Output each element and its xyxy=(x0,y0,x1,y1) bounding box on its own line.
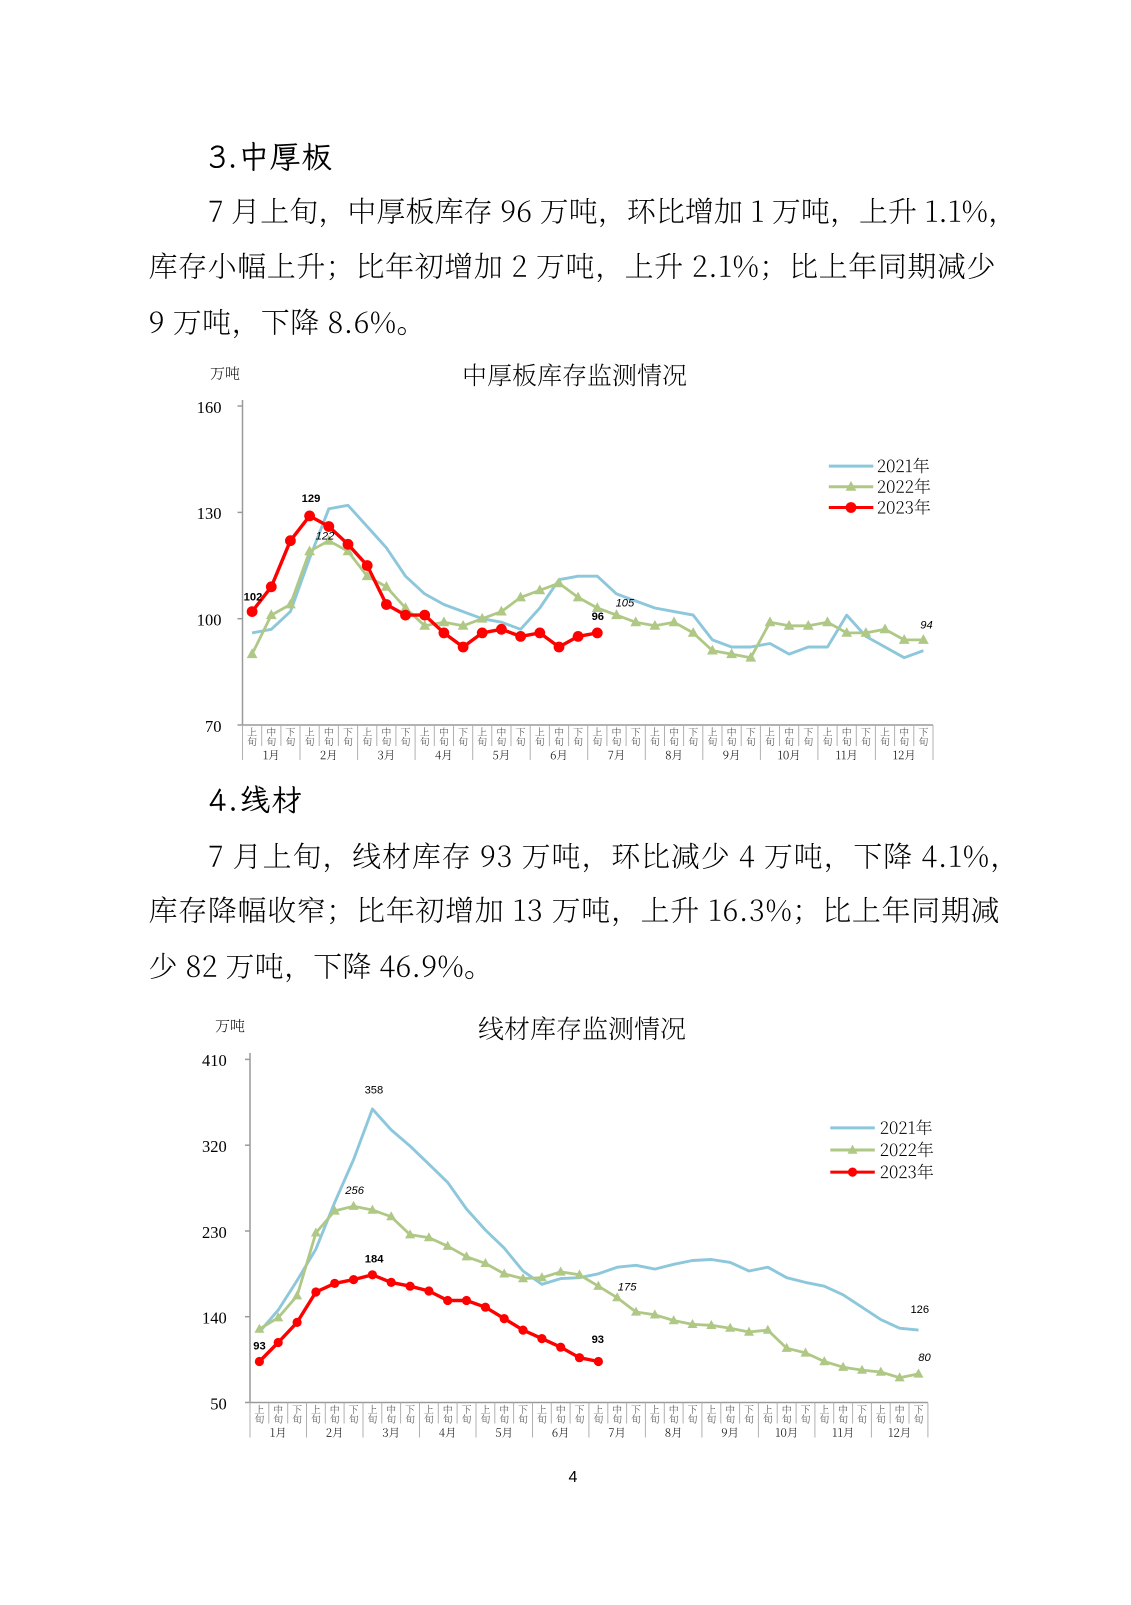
svg-text:122: 122 xyxy=(316,531,335,543)
svg-text:102: 102 xyxy=(244,592,263,604)
svg-text:93: 93 xyxy=(253,1341,265,1353)
svg-text:126: 126 xyxy=(910,1304,929,1316)
svg-text:410: 410 xyxy=(202,1051,227,1070)
svg-text:320: 320 xyxy=(202,1137,227,1156)
svg-text:4: 4 xyxy=(569,1469,578,1486)
svg-text:256: 256 xyxy=(344,1185,364,1197)
svg-text:80: 80 xyxy=(918,1352,931,1364)
svg-text:184: 184 xyxy=(365,1254,384,1266)
svg-text:160: 160 xyxy=(197,398,222,417)
svg-text:130: 130 xyxy=(197,504,222,523)
svg-text:230: 230 xyxy=(202,1223,227,1242)
svg-text:93: 93 xyxy=(592,1334,604,1346)
svg-text:50: 50 xyxy=(210,1394,227,1413)
svg-text:96: 96 xyxy=(592,611,604,623)
svg-text:129: 129 xyxy=(302,493,321,505)
svg-text:70: 70 xyxy=(205,717,222,736)
svg-text:175: 175 xyxy=(618,1282,637,1294)
svg-text:94: 94 xyxy=(920,619,932,631)
svg-text:140: 140 xyxy=(202,1309,227,1328)
svg-text:358: 358 xyxy=(365,1085,384,1097)
svg-text:105: 105 xyxy=(616,598,635,610)
svg-text:100: 100 xyxy=(197,611,222,630)
